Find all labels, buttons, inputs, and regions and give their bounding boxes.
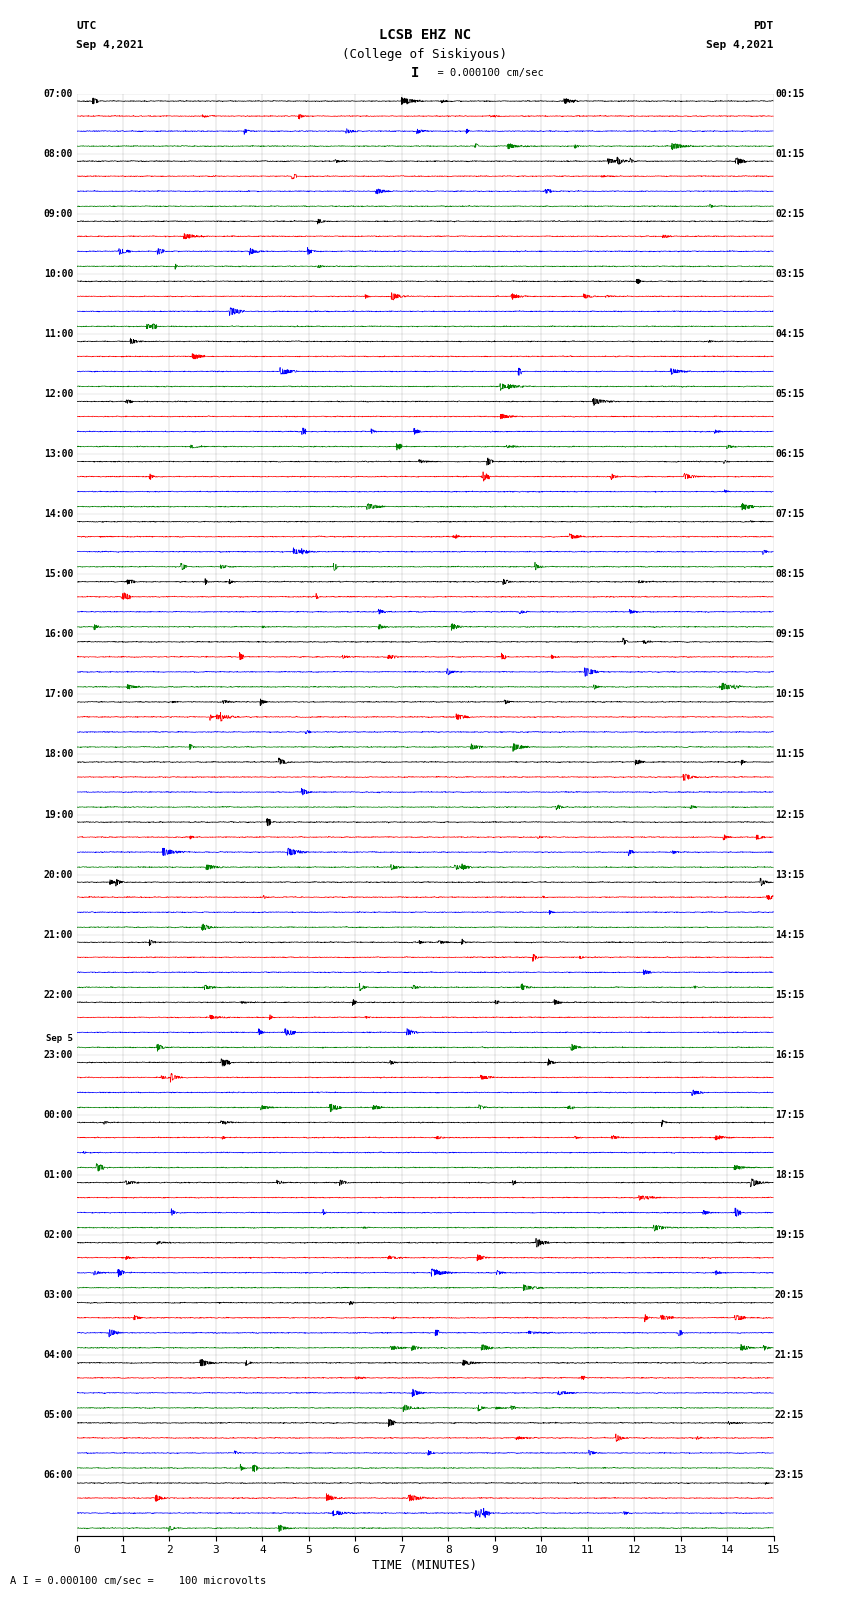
Text: UTC: UTC xyxy=(76,21,97,31)
Text: 02:15: 02:15 xyxy=(775,208,804,219)
Text: 20:15: 20:15 xyxy=(775,1290,804,1300)
Text: 07:00: 07:00 xyxy=(43,89,73,98)
X-axis label: TIME (MINUTES): TIME (MINUTES) xyxy=(372,1560,478,1573)
Text: 06:15: 06:15 xyxy=(775,448,804,460)
Text: 17:00: 17:00 xyxy=(43,689,73,700)
Text: 15:00: 15:00 xyxy=(43,569,73,579)
Text: Sep 4,2021: Sep 4,2021 xyxy=(76,40,144,50)
Text: 11:00: 11:00 xyxy=(43,329,73,339)
Text: 09:00: 09:00 xyxy=(43,208,73,219)
Text: 22:15: 22:15 xyxy=(775,1410,804,1421)
Text: 04:15: 04:15 xyxy=(775,329,804,339)
Text: 14:00: 14:00 xyxy=(43,510,73,519)
Text: 08:15: 08:15 xyxy=(775,569,804,579)
Text: LCSB EHZ NC: LCSB EHZ NC xyxy=(379,29,471,42)
Text: 10:00: 10:00 xyxy=(43,269,73,279)
Text: 01:15: 01:15 xyxy=(775,148,804,158)
Text: 08:00: 08:00 xyxy=(43,148,73,158)
Text: 05:15: 05:15 xyxy=(775,389,804,398)
Text: 00:00: 00:00 xyxy=(43,1110,73,1119)
Text: 14:15: 14:15 xyxy=(775,929,804,940)
Text: 13:00: 13:00 xyxy=(43,448,73,460)
Text: 16:15: 16:15 xyxy=(775,1050,804,1060)
Text: 09:15: 09:15 xyxy=(775,629,804,639)
Text: 17:15: 17:15 xyxy=(775,1110,804,1119)
Text: 18:00: 18:00 xyxy=(43,750,73,760)
Text: 03:15: 03:15 xyxy=(775,269,804,279)
Text: (College of Siskiyous): (College of Siskiyous) xyxy=(343,48,507,61)
Text: 11:15: 11:15 xyxy=(775,750,804,760)
Text: 19:15: 19:15 xyxy=(775,1231,804,1240)
Text: 02:00: 02:00 xyxy=(43,1231,73,1240)
Text: 21:00: 21:00 xyxy=(43,929,73,940)
Text: 12:00: 12:00 xyxy=(43,389,73,398)
Text: 23:15: 23:15 xyxy=(775,1471,804,1481)
Text: 10:15: 10:15 xyxy=(775,689,804,700)
Text: 12:15: 12:15 xyxy=(775,810,804,819)
Text: 03:00: 03:00 xyxy=(43,1290,73,1300)
Text: 23:00: 23:00 xyxy=(43,1050,73,1060)
Text: 20:00: 20:00 xyxy=(43,869,73,879)
Text: 01:00: 01:00 xyxy=(43,1169,73,1181)
Text: 13:15: 13:15 xyxy=(775,869,804,879)
Text: 22:00: 22:00 xyxy=(43,990,73,1000)
Text: A I = 0.000100 cm/sec =    100 microvolts: A I = 0.000100 cm/sec = 100 microvolts xyxy=(10,1576,266,1586)
Text: Sep 4,2021: Sep 4,2021 xyxy=(706,40,774,50)
Text: Sep 5: Sep 5 xyxy=(46,1034,73,1044)
Text: 00:15: 00:15 xyxy=(775,89,804,98)
Text: 04:00: 04:00 xyxy=(43,1350,73,1360)
Text: PDT: PDT xyxy=(753,21,774,31)
Text: 21:15: 21:15 xyxy=(775,1350,804,1360)
Text: 16:00: 16:00 xyxy=(43,629,73,639)
Text: 05:00: 05:00 xyxy=(43,1410,73,1421)
Text: 19:00: 19:00 xyxy=(43,810,73,819)
Text: 07:15: 07:15 xyxy=(775,510,804,519)
Text: 15:15: 15:15 xyxy=(775,990,804,1000)
Text: 18:15: 18:15 xyxy=(775,1169,804,1181)
Text: 06:00: 06:00 xyxy=(43,1471,73,1481)
Text: = 0.000100 cm/sec: = 0.000100 cm/sec xyxy=(425,68,544,77)
Text: I: I xyxy=(411,66,419,79)
